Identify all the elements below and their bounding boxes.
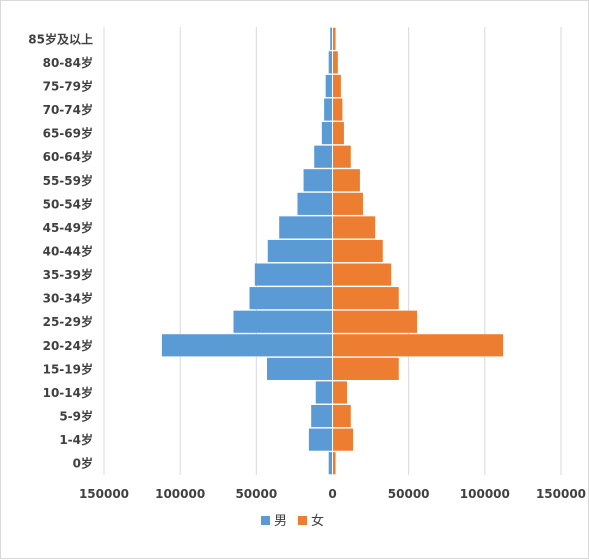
category-label-9: 40-44岁: [43, 244, 93, 259]
bar-female-6: [332, 310, 418, 333]
bar-female-4: [332, 357, 399, 380]
bar-male-0: [328, 452, 333, 475]
bar-male-14: [321, 122, 333, 145]
bar-female-5: [332, 334, 504, 357]
category-label-15: 70-74岁: [43, 102, 93, 117]
bar-female-15: [332, 98, 343, 121]
bar-male-12: [303, 169, 333, 192]
bar-female-12: [332, 169, 360, 192]
category-label-10: 45-49岁: [43, 220, 93, 235]
bar-female-17: [332, 51, 338, 74]
bar-female-1: [332, 428, 354, 451]
category-label-5: 20-24岁: [43, 338, 93, 353]
bar-female-16: [332, 74, 341, 98]
bar-male-8: [254, 263, 333, 286]
legend-swatch-0: [261, 516, 270, 525]
category-label-18: 85岁及以上: [28, 31, 93, 46]
x-tick-label-4: 50000: [388, 487, 430, 501]
x-tick-label-6: 150000: [536, 487, 586, 501]
legend-swatch-1: [298, 516, 307, 525]
bar-female-18: [332, 27, 336, 50]
bar-female-10: [332, 216, 376, 239]
legend-label-0: 男: [274, 514, 287, 529]
x-tick-label-0: 150000: [79, 487, 129, 501]
category-label-11: 50-54岁: [43, 196, 93, 211]
bar-male-3: [315, 381, 333, 404]
legend-label-1: 女: [311, 513, 324, 529]
category-label-13: 60-64岁: [43, 149, 93, 164]
bar-female-0: [332, 452, 336, 475]
category-label-12: 55-59岁: [43, 173, 93, 188]
category-label-14: 65-69岁: [43, 126, 93, 141]
bar-male-6: [233, 310, 333, 333]
bar-male-7: [249, 287, 333, 310]
category-label-4: 15-19岁: [43, 361, 93, 376]
bar-male-11: [297, 192, 333, 215]
bar-female-3: [332, 381, 347, 404]
category-label-17: 80-84岁: [43, 55, 93, 70]
bar-male-9: [267, 239, 333, 263]
x-tick-label-3: 0: [328, 487, 336, 501]
x-tick-label-5: 100000: [460, 487, 510, 501]
bar-male-4: [266, 357, 333, 380]
category-label-7: 30-34岁: [43, 291, 93, 306]
bar-female-13: [332, 145, 351, 168]
bar-male-5: [161, 334, 333, 357]
bar-male-16: [325, 74, 333, 98]
legend: 男女: [261, 513, 324, 529]
bar-male-2: [311, 404, 333, 428]
category-label-0: 0岁: [73, 456, 93, 471]
bar-male-13: [314, 145, 333, 168]
category-label-6: 25-29岁: [43, 314, 93, 329]
category-labels: 0岁 1-4岁 5-9岁 10-14岁 15-19岁 20-24岁 25-29岁 30-34岁…: [28, 31, 93, 470]
bar-female-7: [332, 287, 399, 310]
category-label-16: 75-79岁: [43, 78, 93, 93]
category-label-2: 5-9岁: [59, 409, 93, 424]
bar-female-14: [332, 122, 344, 145]
x-tick-label-2: 50000: [235, 487, 277, 501]
category-label-1: 1-4岁: [59, 432, 93, 447]
bar-female-2: [332, 404, 351, 428]
bar-male-15: [324, 98, 333, 121]
bar-female-11: [332, 192, 363, 215]
bar-female-8: [332, 263, 392, 286]
bar-male-1: [308, 428, 333, 451]
bar-male-17: [328, 51, 333, 74]
bar-male-18: [330, 27, 333, 50]
category-label-8: 35-39岁: [43, 267, 93, 282]
bar-female-9: [332, 239, 383, 263]
x-tick-label-1: 100000: [155, 487, 205, 501]
bar-male-10: [279, 216, 333, 239]
category-label-3: 10-14岁: [43, 385, 93, 400]
bar-area: [161, 27, 504, 475]
x-axis-tick-labels: 150000 100000 50000 0 50000 100000 150000: [79, 487, 586, 501]
